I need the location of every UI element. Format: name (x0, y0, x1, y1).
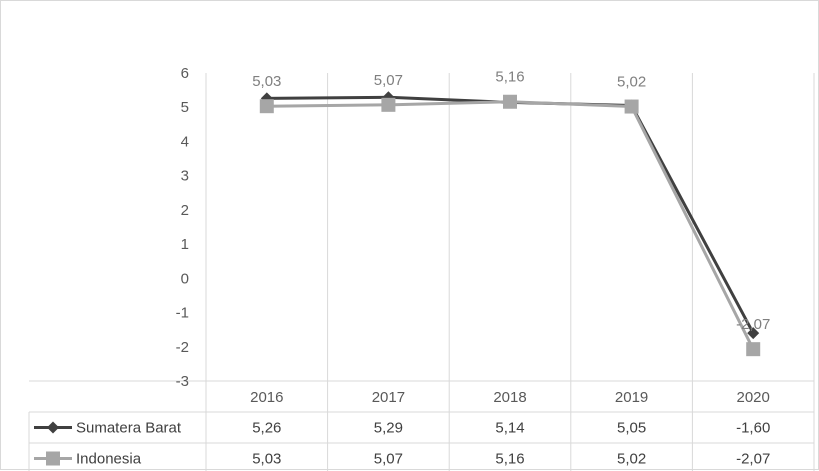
data-label: 5,07 (374, 72, 403, 89)
y-tick-label: -1 (176, 305, 189, 322)
y-tick-label: 5 (181, 99, 189, 116)
data-point-indonesia (503, 94, 517, 109)
table-cell-value: 5,16 (495, 451, 524, 468)
data-point-sumatera-barat (747, 327, 760, 340)
y-tick-label: 4 (181, 133, 189, 150)
x-category-label: 2017 (372, 389, 405, 406)
table-cell-value: 5,26 (252, 420, 281, 437)
legend-label-sumatera-barat: Sumatera Barat (76, 420, 182, 437)
y-tick-label: 0 (181, 270, 189, 287)
x-category-label: 2018 (493, 389, 526, 406)
data-label: 5,16 (495, 69, 524, 86)
y-tick-label: 1 (181, 236, 189, 253)
data-point-indonesia (746, 342, 761, 357)
table-cell-value: 5,02 (617, 451, 646, 468)
legend-label-indonesia: Indonesia (76, 451, 142, 468)
table-cell-value: -2,07 (736, 451, 770, 468)
table-cell-value: 5,05 (617, 420, 646, 437)
y-tick-label: 3 (181, 168, 189, 185)
x-category-label: 2016 (250, 389, 283, 406)
table-cell-value: 5,07 (374, 451, 403, 468)
x-category-label: 2020 (737, 389, 770, 406)
y-tick-label: 6 (181, 65, 189, 82)
series-line-indonesia (266, 100, 755, 350)
series-line-sumatera-barat (266, 95, 755, 334)
y-tick-label: 2 (181, 202, 189, 219)
table-cell-value: 5,03 (252, 451, 281, 468)
x-category-label: 2019 (615, 389, 648, 406)
table-cell-value: 5,29 (374, 420, 403, 437)
table-cell-value: 5,14 (495, 420, 524, 437)
data-label: 5,03 (252, 73, 281, 90)
data-point-indonesia (259, 99, 274, 114)
data-point-indonesia (624, 99, 639, 114)
y-tick-label: -2 (176, 339, 189, 356)
data-point-indonesia (381, 97, 396, 112)
data-label: 5,02 (617, 74, 646, 91)
y-tick-label: -3 (176, 373, 189, 390)
data-label: -2,07 (736, 316, 770, 333)
legend-key-marker-indonesia (46, 451, 60, 466)
legend-key-marker-sumatera-barat (47, 421, 59, 434)
table-cell-value: -1,60 (736, 420, 770, 437)
